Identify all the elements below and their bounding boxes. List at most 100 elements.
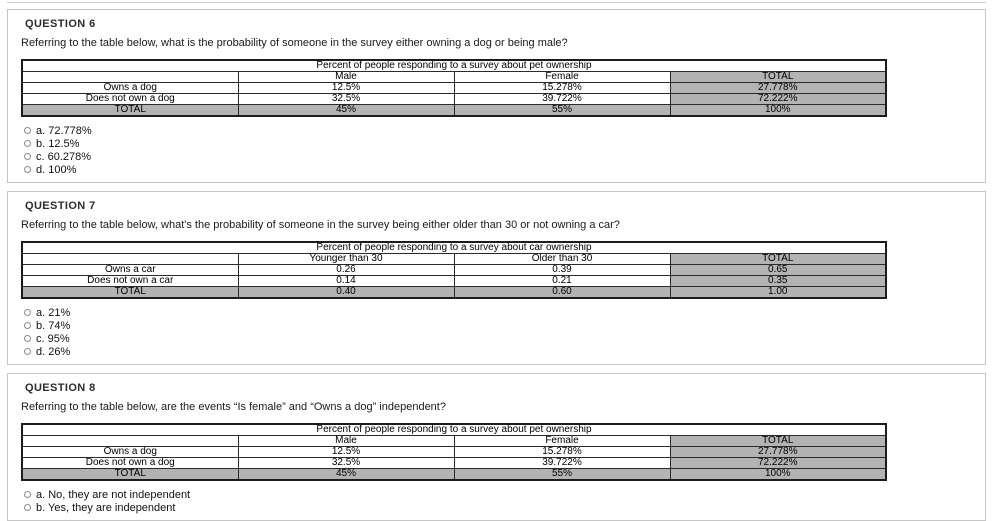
- table-caption: Percent of people responding to a survey…: [21, 241, 887, 254]
- row-label: TOTAL: [21, 286, 239, 299]
- question-title: QUESTION 8: [25, 382, 96, 394]
- table-header-row: Male Female TOTAL: [21, 71, 887, 83]
- answer-option[interactable]: b. 12.5%: [24, 137, 972, 150]
- total-cell: 100%: [669, 104, 887, 117]
- total-cell: 0.60: [453, 286, 671, 299]
- table-cell: 0.26: [237, 264, 455, 276]
- column-header: [21, 253, 239, 265]
- radio-icon[interactable]: [24, 491, 31, 498]
- table-row: Owns a dog 12.5% 15.278% 27.778%: [21, 82, 887, 94]
- row-label: TOTAL: [21, 104, 239, 117]
- total-cell: 72.222%: [669, 93, 887, 105]
- radio-icon[interactable]: [24, 348, 31, 355]
- column-header: Female: [453, 435, 671, 447]
- column-header: Older than 30: [453, 253, 671, 265]
- question-card: QUESTION 7 Referring to the table below,…: [7, 191, 986, 365]
- answer-option[interactable]: c. 60.278%: [24, 150, 972, 163]
- total-cell: 72.222%: [669, 457, 887, 469]
- radio-icon[interactable]: [24, 166, 31, 173]
- question-title: QUESTION 6: [25, 18, 96, 30]
- answer-option[interactable]: b. Yes, they are independent: [24, 501, 972, 514]
- total-cell: 100%: [669, 468, 887, 481]
- answer-option-label: d. 26%: [36, 345, 71, 358]
- table-cell: 0.21: [453, 275, 671, 287]
- answer-option-label: a. 21%: [36, 306, 71, 319]
- column-header: Male: [237, 71, 455, 83]
- answer-option-label: c. 60.278%: [36, 150, 92, 163]
- table-cell: 12.5%: [237, 446, 455, 458]
- table-cell: 32.5%: [237, 93, 455, 105]
- table-total-row: TOTAL 45% 55% 100%: [21, 104, 887, 117]
- column-header: [21, 71, 239, 83]
- column-header: Younger than 30: [237, 253, 455, 265]
- table-total-row: TOTAL 45% 55% 100%: [21, 468, 887, 481]
- row-label: Owns a car: [21, 264, 239, 276]
- total-cell: 1.00: [669, 286, 887, 299]
- answer-option[interactable]: c. 95%: [24, 332, 972, 345]
- table-cell: 39.722%: [453, 93, 671, 105]
- total-cell: 27.778%: [669, 82, 887, 94]
- answer-option-label: c. 95%: [36, 332, 70, 345]
- row-label: Does not own a dog: [21, 457, 239, 469]
- radio-icon[interactable]: [24, 140, 31, 147]
- table-row: Does not own a dog 32.5% 39.722% 72.222%: [21, 93, 887, 105]
- answer-option[interactable]: d. 100%: [24, 163, 972, 176]
- survey-table: Percent of people responding to a survey…: [21, 241, 887, 299]
- question-card: QUESTION 8 Referring to the table below,…: [7, 373, 986, 521]
- question-title: QUESTION 7: [25, 200, 96, 212]
- table-header-row: Male Female TOTAL: [21, 435, 887, 447]
- answer-option-label: a. 72.778%: [36, 124, 92, 137]
- answer-option-label: b. 74%: [36, 319, 71, 332]
- column-header: Male: [237, 435, 455, 447]
- table-cell: 15.278%: [453, 446, 671, 458]
- column-header: [21, 435, 239, 447]
- table-caption-row: Percent of people responding to a survey…: [21, 423, 887, 436]
- column-header: TOTAL: [669, 435, 887, 447]
- radio-icon[interactable]: [24, 153, 31, 160]
- table-row: Does not own a dog 32.5% 39.722% 72.222%: [21, 457, 887, 469]
- answer-option[interactable]: d. 26%: [24, 345, 972, 358]
- radio-icon[interactable]: [24, 127, 31, 134]
- table-cell: 15.278%: [453, 82, 671, 94]
- total-cell: 27.778%: [669, 446, 887, 458]
- column-header: TOTAL: [669, 253, 887, 265]
- answer-option[interactable]: a. 21%: [24, 306, 972, 319]
- row-label: Does not own a dog: [21, 93, 239, 105]
- survey-table: Percent of people responding to a survey…: [21, 423, 887, 481]
- total-cell: 45%: [237, 104, 455, 117]
- answer-options: a. 72.778% b. 12.5% c. 60.278% d. 100%: [24, 124, 972, 176]
- total-cell: 55%: [453, 104, 671, 117]
- table-cell: 0.39: [453, 264, 671, 276]
- radio-icon[interactable]: [24, 335, 31, 342]
- answer-option-label: a. No, they are not independent: [36, 488, 191, 501]
- question-prompt: Referring to the table below, what is th…: [21, 37, 568, 49]
- table-row: Does not own a car 0.14 0.21 0.35: [21, 275, 887, 287]
- answer-option-label: b. 12.5%: [36, 137, 80, 150]
- table-cell: 12.5%: [237, 82, 455, 94]
- table-row: Owns a car 0.26 0.39 0.65: [21, 264, 887, 276]
- table-total-row: TOTAL 0.40 0.60 1.00: [21, 286, 887, 299]
- row-label: Owns a dog: [21, 82, 239, 94]
- answer-option[interactable]: a. No, they are not independent: [24, 488, 972, 501]
- total-cell: 0.35: [669, 275, 887, 287]
- total-cell: 45%: [237, 468, 455, 481]
- total-cell: 55%: [453, 468, 671, 481]
- previous-question-divider: [7, 2, 986, 3]
- total-cell: 0.40: [237, 286, 455, 299]
- question-prompt: Referring to the table below, what's the…: [21, 219, 620, 231]
- table-cell: 32.5%: [237, 457, 455, 469]
- answer-option[interactable]: a. 72.778%: [24, 124, 972, 137]
- radio-icon[interactable]: [24, 504, 31, 511]
- table-caption: Percent of people responding to a survey…: [21, 423, 887, 436]
- radio-icon[interactable]: [24, 322, 31, 329]
- column-header: TOTAL: [669, 71, 887, 83]
- answer-option[interactable]: b. 74%: [24, 319, 972, 332]
- table-row: Owns a dog 12.5% 15.278% 27.778%: [21, 446, 887, 458]
- row-label: TOTAL: [21, 468, 239, 481]
- answer-options: a. 21% b. 74% c. 95% d. 26%: [24, 306, 972, 358]
- survey-table: Percent of people responding to a survey…: [21, 59, 887, 117]
- table-header-row: Younger than 30 Older than 30 TOTAL: [21, 253, 887, 265]
- radio-icon[interactable]: [24, 309, 31, 316]
- answer-option-label: d. 100%: [36, 163, 77, 176]
- column-header: Female: [453, 71, 671, 83]
